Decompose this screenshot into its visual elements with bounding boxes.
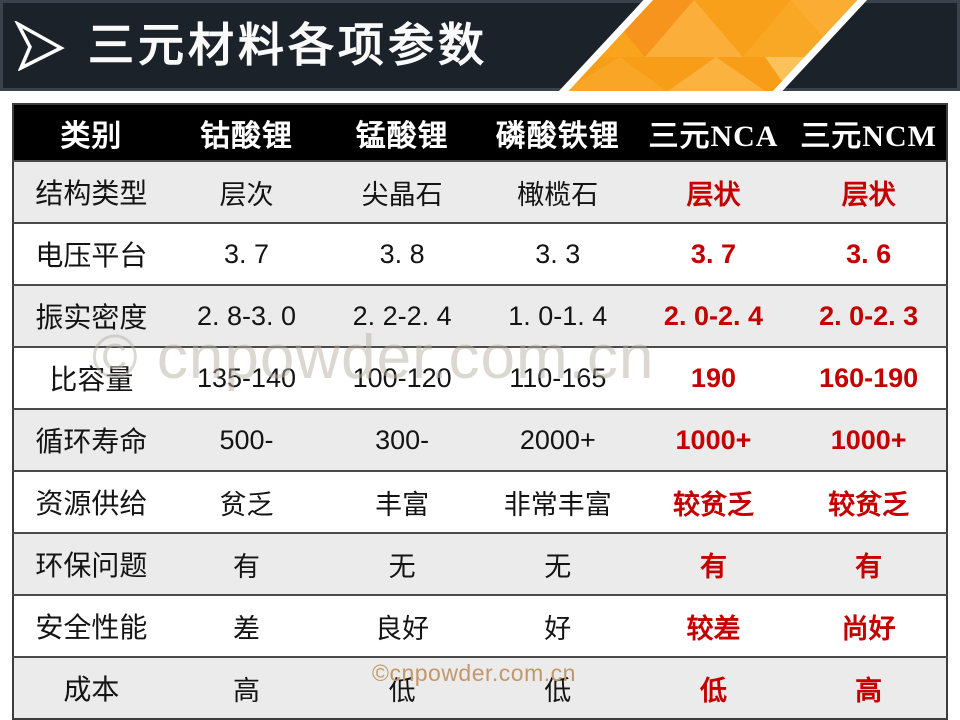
row-label: 电压平台 — [13, 222, 169, 285]
row-label: 环保问题 — [13, 532, 169, 595]
cell: 3. 3 — [479, 222, 636, 285]
cell: 差 — [168, 594, 325, 657]
cell: 3. 7 — [635, 222, 792, 285]
cell: 无 — [324, 532, 480, 595]
table-row: 资源供给 贫乏 丰富 非常丰富 较贫乏 较贫乏 — [13, 470, 947, 533]
cell: 135-140 — [168, 346, 325, 409]
table-row: 电压平台 3. 7 3. 8 3. 3 3. 7 3. 6 — [13, 222, 947, 285]
cell: 2000+ — [479, 408, 636, 471]
row-label: 振实密度 — [13, 284, 169, 347]
cell: 500- — [168, 408, 325, 471]
column-header: 类别 — [13, 104, 169, 161]
cell: 好 — [479, 594, 636, 657]
cell: 层状 — [635, 160, 792, 223]
cell: 100-120 — [324, 346, 480, 409]
table-body: 结构类型 层次 尖晶石 橄榄石 层状 层状 电压平台 3. 7 3. 8 3. 3 3. 7 3. 6… — [13, 160, 947, 719]
cell: 低 — [324, 656, 480, 719]
table-row: 环保问题有无无有有 — [13, 532, 947, 595]
cell: 有 — [791, 532, 947, 595]
table-row: 结构类型 层次 尖晶石 橄榄石 层状 层状 — [13, 160, 947, 223]
cell: 较贫乏 — [791, 470, 947, 533]
table-row: 循环寿命 500- 300- 2000+ 1000+ 1000+ — [13, 408, 947, 471]
cell: 190 — [635, 346, 792, 409]
title-band: 三元材料各项参数 — [0, 0, 960, 91]
row-label: 成本 — [13, 656, 169, 719]
cell: 有 — [168, 532, 325, 595]
page-title: 三元材料各项参数 — [88, 19, 488, 71]
column-header: 钴酸锂 — [168, 104, 325, 161]
cell: 橄榄石 — [479, 160, 636, 223]
cell: 低 — [479, 656, 636, 719]
cell: 尖晶石 — [324, 160, 480, 223]
column-header: 锰酸锂 — [324, 104, 480, 161]
column-header: 磷酸铁锂 — [479, 104, 636, 161]
cell: 2. 0-2. 3 — [791, 284, 947, 347]
row-label: 比容量 — [13, 346, 169, 409]
cell: 1. 0-1. 4 — [479, 284, 636, 347]
cell: 300- — [324, 408, 480, 471]
cell: 较贫乏 — [635, 470, 792, 533]
cell: 1000+ — [791, 408, 947, 471]
cell: 层状 — [791, 160, 947, 223]
cell: 无 — [479, 532, 636, 595]
row-label: 结构类型 — [13, 160, 169, 223]
cell: 2. 0-2. 4 — [635, 284, 792, 347]
cell: 良好 — [324, 594, 480, 657]
arrowhead-icon — [14, 21, 65, 71]
cell: 3. 8 — [324, 222, 480, 285]
table-row: 成本高低低低高 — [13, 656, 947, 719]
table-row: 振实密度 2. 8-3. 0 2. 2-2. 4 1. 0-1. 4 2. 0-2. 4… — [13, 284, 947, 347]
cell: 110-165 — [479, 346, 636, 409]
cell: 尚好 — [791, 594, 947, 657]
cell: 2. 2-2. 4 — [324, 284, 480, 347]
column-header: 三元NCM — [791, 104, 947, 161]
cell: 2. 8-3. 0 — [168, 284, 325, 347]
orange-mosaic-decoration — [558, 0, 868, 91]
table-header-row: 类别 钴酸锂 锰酸锂 磷酸铁锂 三元NCA 三元NCM — [13, 104, 947, 161]
cell: 贫乏 — [168, 470, 325, 533]
cell: 高 — [168, 656, 325, 719]
cell: 高 — [791, 656, 947, 719]
cell: 1000+ — [635, 408, 792, 471]
cell: 有 — [635, 532, 792, 595]
cell: 较差 — [635, 594, 792, 657]
cell: 层次 — [168, 160, 325, 223]
cell: 3. 7 — [168, 222, 325, 285]
row-label: 资源供给 — [13, 470, 169, 533]
cell: 丰富 — [324, 470, 480, 533]
cell: 3. 6 — [791, 222, 947, 285]
comparison-table: 类别 钴酸锂 锰酸锂 磷酸铁锂 三元NCA 三元NCM 结构类型 层次 尖晶石 橄榄石 层状 层状电… — [12, 103, 948, 720]
cell: 160-190 — [791, 346, 947, 409]
row-label: 安全性能 — [13, 594, 169, 657]
row-label: 循环寿命 — [13, 408, 169, 471]
cell: 低 — [635, 656, 792, 719]
table-row: 比容量 135-140 100-120 110-165 190 160-190 — [13, 346, 947, 409]
table-row: 安全性能差良好好较差 尚好 — [13, 594, 947, 657]
column-header: 三元NCA — [635, 104, 792, 161]
cell: 非常丰富 — [479, 470, 636, 533]
